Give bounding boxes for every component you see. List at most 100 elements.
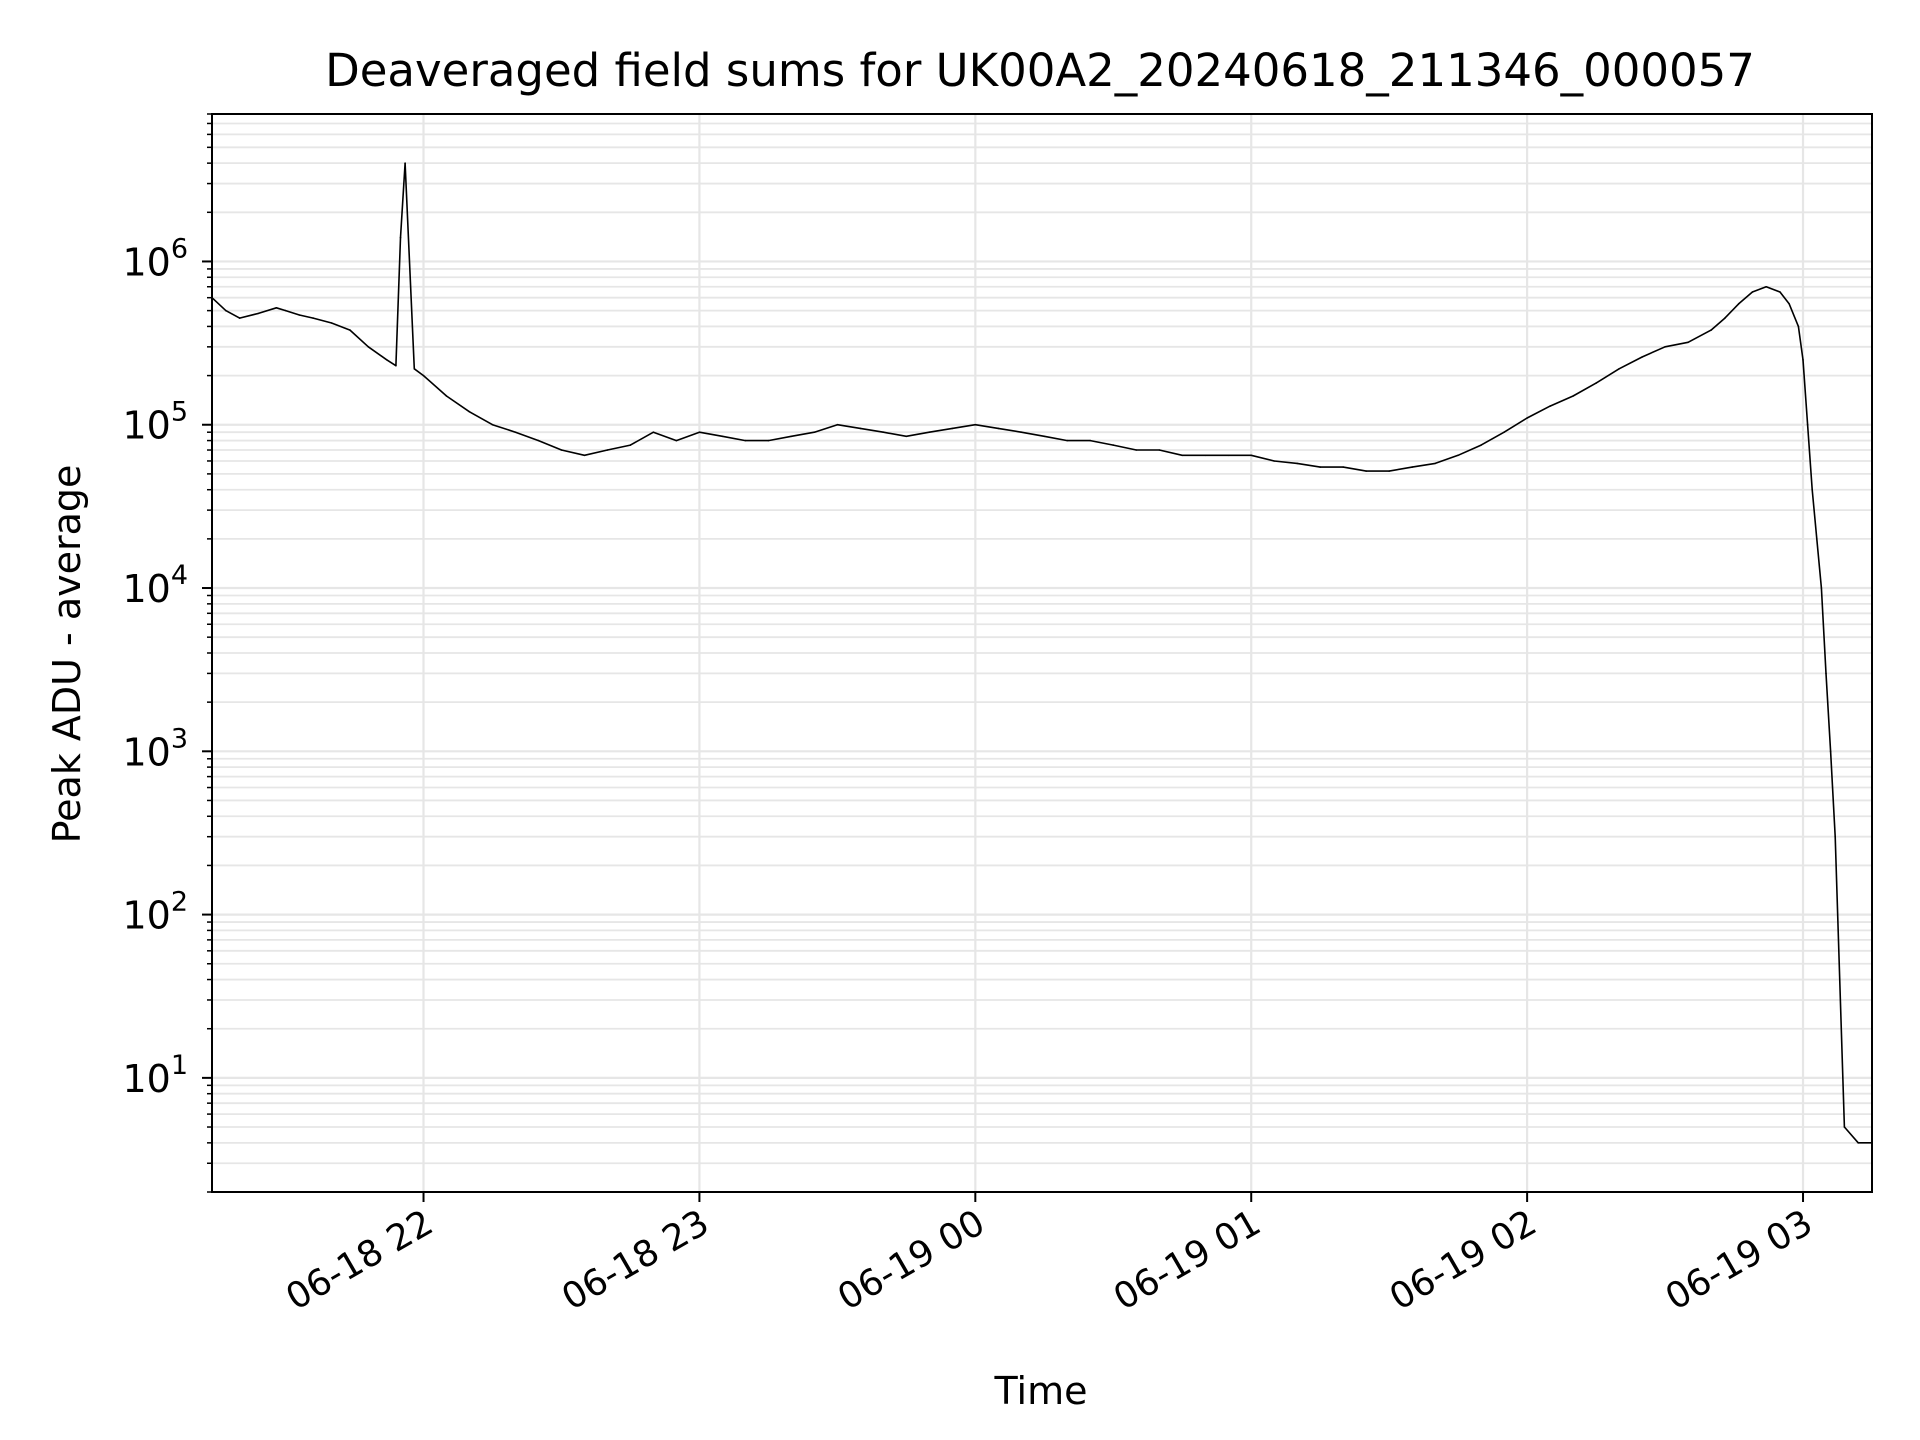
data-point <box>882 431 885 434</box>
data-point <box>606 449 609 451</box>
data-point <box>1158 449 1161 451</box>
data-point <box>1342 466 1344 468</box>
data-point <box>514 431 517 434</box>
data-point <box>790 435 793 438</box>
data-point <box>1319 466 1321 468</box>
y-tick-base: 10 <box>122 567 170 611</box>
data-point <box>1020 431 1023 434</box>
y-tick-base: 10 <box>122 894 170 938</box>
data-point <box>928 431 931 434</box>
data-point <box>583 454 586 457</box>
data-point <box>1273 460 1275 462</box>
data-point <box>767 439 770 442</box>
data-point <box>1788 303 1790 305</box>
data-point <box>1204 454 1206 457</box>
y-tick-exponent: 5 <box>171 397 188 428</box>
data-point <box>560 449 563 451</box>
chart-title: Deaveraged field sums for UK00A2_2024061… <box>325 44 1755 97</box>
data-point <box>1724 317 1726 319</box>
y-tick-exponent: 2 <box>171 887 188 918</box>
data-point <box>744 439 747 442</box>
data-point <box>275 307 278 309</box>
y-tick-base: 10 <box>122 240 170 284</box>
data-point <box>413 368 416 370</box>
data-point <box>491 423 494 426</box>
data-point <box>399 236 402 239</box>
data-point <box>1572 395 1574 397</box>
data-point <box>1710 329 1712 331</box>
data-point <box>675 439 678 442</box>
data-point <box>1227 454 1229 457</box>
data-point <box>1811 488 1813 491</box>
data-point <box>1296 462 1298 465</box>
data-point <box>1181 454 1183 457</box>
x-axis-label: Time <box>994 1369 1088 1413</box>
data-point <box>1816 538 1818 540</box>
data-point <box>1820 587 1823 589</box>
data-point <box>1595 382 1597 384</box>
data-point <box>1388 470 1390 472</box>
data-point <box>1857 1142 1859 1144</box>
data-point <box>1737 303 1740 305</box>
data-point <box>367 346 370 348</box>
data-point <box>395 364 397 367</box>
grid <box>212 113 1872 1193</box>
data-point <box>1365 470 1367 472</box>
data-point <box>404 162 406 164</box>
data-point <box>859 427 862 430</box>
data-point <box>1250 454 1252 457</box>
data-point <box>629 444 632 446</box>
data-point <box>1526 417 1528 419</box>
data-point <box>1641 356 1643 358</box>
data-point <box>1797 325 1800 328</box>
y-tick-label: 103 <box>122 723 188 774</box>
y-tick-label: 104 <box>122 560 188 611</box>
data-point <box>225 309 227 312</box>
data-point <box>1664 346 1666 348</box>
data-point <box>312 317 315 319</box>
data-point <box>1829 750 1832 753</box>
y-tick-exponent: 3 <box>171 723 188 754</box>
data-point <box>537 439 540 442</box>
data-point <box>349 329 351 331</box>
data-point <box>1112 444 1115 446</box>
data-point <box>445 395 448 397</box>
data-point <box>1434 462 1436 465</box>
data-point <box>1834 835 1836 838</box>
y-tick-label: 105 <box>122 397 188 448</box>
data-point <box>238 317 241 319</box>
data-point <box>1457 454 1459 457</box>
y-tick-exponent: 1 <box>171 1050 188 1081</box>
data-point <box>1135 449 1138 451</box>
data-point <box>813 431 816 434</box>
data-point <box>1066 439 1069 442</box>
y-tick-label: 102 <box>122 887 188 938</box>
data-point <box>1089 439 1092 442</box>
data-point <box>974 423 977 426</box>
data-series <box>211 162 1873 1144</box>
data-point <box>836 423 839 426</box>
data-point <box>468 411 471 413</box>
y-tick-exponent: 6 <box>171 233 188 264</box>
data-point <box>1411 466 1413 468</box>
data-point <box>1802 359 1804 361</box>
data-point <box>1503 431 1505 434</box>
data-point <box>997 427 1000 430</box>
data-point <box>652 431 655 434</box>
y-axis-label: Peak ADU - average <box>45 465 89 844</box>
data-point <box>1549 405 1551 407</box>
data-point <box>298 314 301 316</box>
data-point <box>721 435 724 438</box>
data-point <box>1043 435 1046 438</box>
data-point <box>1687 341 1689 344</box>
data-point <box>330 322 333 324</box>
data-point <box>951 427 954 430</box>
y-tick-base: 10 <box>122 1057 170 1101</box>
y-tick-base: 10 <box>122 404 170 448</box>
data-point <box>1843 1126 1846 1128</box>
data-point <box>1765 286 1767 288</box>
data-point <box>905 435 908 438</box>
data-point <box>1618 368 1620 370</box>
